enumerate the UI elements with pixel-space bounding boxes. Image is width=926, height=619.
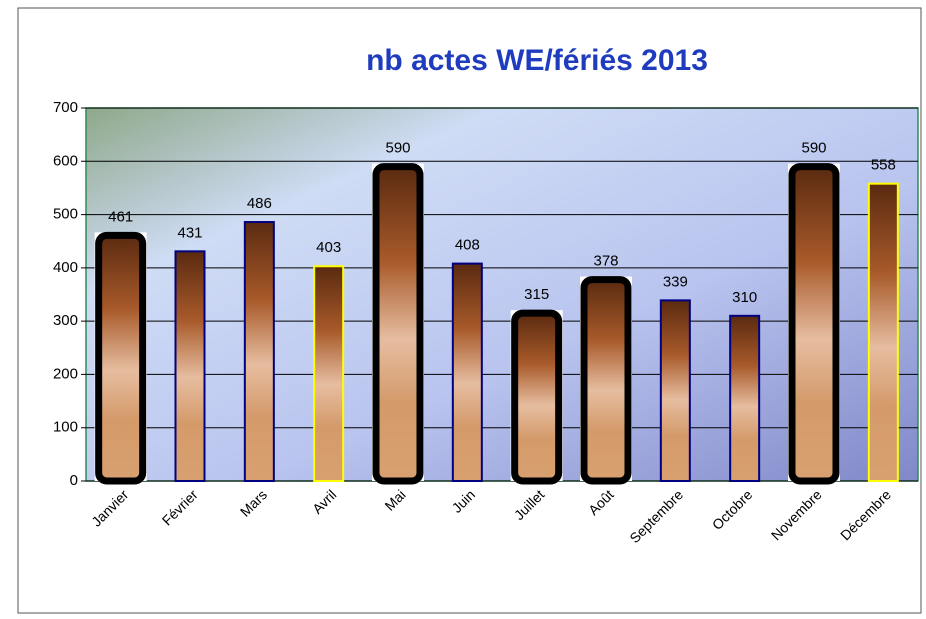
bar [451,262,483,483]
bar [788,163,840,485]
y-tick-label: 500 [53,206,78,223]
bar [95,231,147,485]
bar [313,265,345,482]
bar [243,221,275,482]
y-tick-label: 600 [53,152,78,169]
bar [372,163,424,485]
bar [867,182,899,482]
bar [174,250,206,482]
bar [580,276,632,485]
value-label: 408 [455,237,480,254]
value-label: 315 [524,286,549,303]
chart-title: nb actes WE/fériés 2013 [366,44,708,77]
plot-area [85,107,919,482]
y-tick-label: 100 [53,419,78,436]
value-label: 378 [593,253,618,270]
bar [729,314,761,483]
value-label: 431 [177,224,202,241]
bar [659,299,691,482]
value-label: 310 [732,289,757,306]
value-label: 590 [801,140,826,157]
y-tick-label: 300 [53,312,78,329]
value-label: 590 [385,140,410,157]
y-tick-label: 0 [70,472,78,489]
value-label: 461 [108,208,133,225]
y-tick-label: 400 [53,259,78,276]
y-tick-label: 700 [53,99,78,116]
value-label: 403 [316,239,341,256]
bar [511,309,563,485]
value-label: 339 [663,273,688,290]
value-label: 486 [247,195,272,212]
y-tick-label: 200 [53,365,78,382]
value-label: 558 [871,157,896,174]
